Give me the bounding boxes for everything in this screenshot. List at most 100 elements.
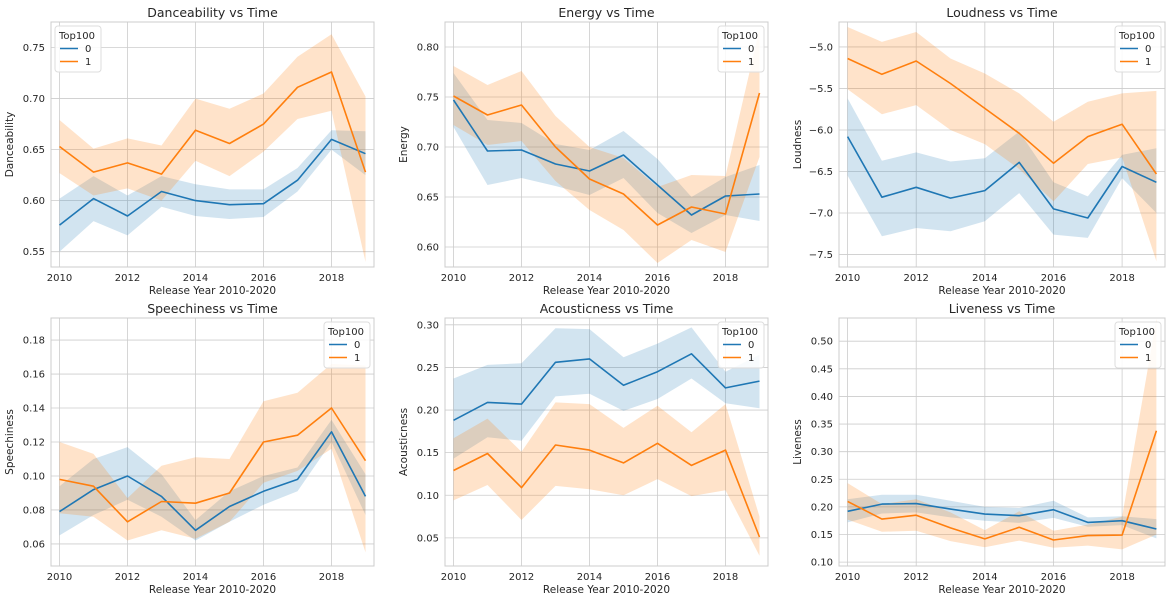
ci-band-series-0 bbox=[59, 419, 366, 541]
y-tick-label: 0.65 bbox=[417, 193, 439, 204]
legend-entry-1: 1 bbox=[1145, 57, 1151, 68]
panel-4: 0.06 0.08 0.10 0.12 0.14 0.16 0.18 2010 2012 2014… bbox=[4, 301, 375, 596]
legend-entry-1: 1 bbox=[748, 57, 754, 68]
ci-band-series-1 bbox=[453, 402, 760, 556]
panel-1: 0.55 0.60 0.65 0.70 0.75 2010 2012 2014 2016 2018… bbox=[4, 5, 375, 297]
y-tick-label: 0.15 bbox=[417, 448, 439, 459]
x-tick-label: 2018 bbox=[319, 572, 344, 583]
panel-2: 0.60 0.65 0.70 0.75 0.80 2010 2012 2014 2016 2018… bbox=[398, 5, 769, 297]
x-tick-label: 2016 bbox=[645, 273, 670, 284]
legend-entry-0: 0 bbox=[748, 340, 754, 351]
x-tick-label: 2012 bbox=[115, 273, 140, 284]
y-tick-label: 0.25 bbox=[811, 475, 833, 486]
y-tick-label: −6.5 bbox=[809, 167, 833, 178]
y-tick-label: 0.35 bbox=[811, 420, 833, 431]
chart-title: Loudness vs Time bbox=[946, 5, 1058, 20]
x-axis-label: Release Year 2010-2020 bbox=[543, 285, 670, 297]
chart-title: Speechiness vs Time bbox=[147, 301, 278, 316]
y-tick-label: 0.70 bbox=[417, 143, 439, 154]
y-tick-label: 0.80 bbox=[417, 43, 439, 54]
legend: Top100 0 1 bbox=[717, 25, 765, 73]
line-series-1 bbox=[453, 442, 761, 538]
x-axis-label: Release Year 2010-2020 bbox=[543, 584, 670, 596]
x-axis-label: Release Year 2010-2020 bbox=[149, 584, 276, 596]
y-axis-label: Danceability bbox=[4, 112, 16, 178]
ci-band-series-1 bbox=[453, 29, 760, 263]
ci-band-series-0 bbox=[453, 327, 760, 459]
y-tick-label: 0.14 bbox=[23, 404, 45, 415]
y-tick-label: 0.12 bbox=[23, 438, 45, 449]
legend-entry-1: 1 bbox=[354, 353, 360, 364]
legend-title: Top100 bbox=[58, 31, 95, 42]
y-tick-label: 0.06 bbox=[23, 539, 45, 550]
y-tick-label: 0.10 bbox=[811, 558, 833, 569]
x-tick-label: 2012 bbox=[903, 273, 928, 284]
axes-frame bbox=[444, 317, 769, 567]
x-tick-label: 2014 bbox=[577, 273, 602, 284]
y-tick-label: 0.30 bbox=[417, 320, 439, 331]
line-series-0 bbox=[59, 430, 367, 532]
legend-title: Top100 bbox=[327, 327, 364, 338]
legend-title: Top100 bbox=[1118, 327, 1155, 338]
y-tick-label: 0.16 bbox=[23, 370, 45, 381]
legend: Top100 0 1 bbox=[1114, 25, 1162, 73]
x-tick-label: 2018 bbox=[713, 273, 738, 284]
chart-title: Acousticness vs Time bbox=[540, 301, 674, 316]
x-tick-label: 2010 bbox=[47, 273, 72, 284]
y-tick-label: 0.30 bbox=[811, 447, 833, 458]
y-tick-label: 0.10 bbox=[23, 471, 45, 482]
y-tick-label: −5.0 bbox=[809, 42, 833, 53]
y-tick-label: −7.5 bbox=[809, 250, 833, 261]
y-tick-label: 0.15 bbox=[811, 530, 833, 541]
legend: Top100 0 1 bbox=[717, 321, 765, 369]
x-tick-label: 2014 bbox=[577, 572, 602, 583]
panel-5: 0.05 0.10 0.15 0.20 0.25 0.30 2010 2012 2014 2016… bbox=[398, 301, 769, 596]
ci-band-series-0 bbox=[59, 130, 366, 252]
x-tick-label: 2016 bbox=[1041, 273, 1066, 284]
y-axis-label: Acousticness bbox=[398, 408, 410, 476]
y-tick-label: 0.20 bbox=[417, 406, 439, 417]
y-tick-label: 0.08 bbox=[23, 505, 45, 516]
line-series-1 bbox=[59, 71, 367, 175]
y-tick-label: −7.0 bbox=[809, 209, 833, 220]
legend: Top100 0 1 bbox=[323, 321, 371, 369]
panel-3: −7.5 −7.0 −6.5 −6.0 −5.5 −5.0 2010 2012 2014 2016… bbox=[792, 5, 1166, 297]
y-tick-label: 0.20 bbox=[811, 502, 833, 513]
ci-band-series-1 bbox=[59, 363, 366, 553]
legend-entry-1: 1 bbox=[85, 57, 91, 68]
line-series-0 bbox=[452, 99, 760, 216]
chart-title: Danceability vs Time bbox=[147, 5, 278, 20]
x-tick-label: 2014 bbox=[972, 273, 997, 284]
ci-band-series-0 bbox=[847, 98, 1157, 238]
legend-title: Top100 bbox=[1118, 31, 1155, 42]
legend-entry-0: 0 bbox=[354, 340, 360, 351]
panel-6: 0.10 0.15 0.20 0.25 0.30 0.35 0.40 0.45 0.50 2010… bbox=[792, 301, 1166, 596]
x-axis-label: Release Year 2010-2020 bbox=[938, 584, 1065, 596]
legend-title: Top100 bbox=[721, 31, 758, 42]
legend-entry-0: 0 bbox=[1145, 340, 1151, 351]
x-tick-label: 2016 bbox=[1041, 572, 1066, 583]
legend: Top100 0 1 bbox=[54, 25, 102, 73]
line-series-0 bbox=[847, 502, 1157, 530]
x-tick-label: 2018 bbox=[1109, 273, 1134, 284]
legend-entry-0: 0 bbox=[1145, 44, 1151, 55]
y-tick-label: 0.65 bbox=[23, 145, 45, 156]
y-tick-label: 0.60 bbox=[417, 243, 439, 254]
line-series-0 bbox=[846, 136, 1157, 219]
line-series-1 bbox=[847, 430, 1158, 541]
axes-frame bbox=[50, 317, 375, 567]
y-tick-label: 0.70 bbox=[23, 94, 45, 105]
ci-band-series-1 bbox=[847, 27, 1157, 262]
y-tick-label: −5.5 bbox=[809, 84, 833, 95]
chart-title: Energy vs Time bbox=[558, 5, 655, 20]
x-axis-label: Release Year 2010-2020 bbox=[149, 285, 276, 297]
y-tick-label: 0.50 bbox=[811, 337, 833, 348]
y-axis-label: Energy bbox=[398, 126, 410, 163]
line-series-0 bbox=[59, 138, 366, 226]
y-tick-label: 0.75 bbox=[417, 93, 439, 104]
x-tick-label: 2018 bbox=[1109, 572, 1134, 583]
y-tick-label: 0.40 bbox=[811, 392, 833, 403]
y-tick-label: 0.05 bbox=[417, 533, 439, 544]
y-tick-label: 0.55 bbox=[23, 247, 45, 258]
